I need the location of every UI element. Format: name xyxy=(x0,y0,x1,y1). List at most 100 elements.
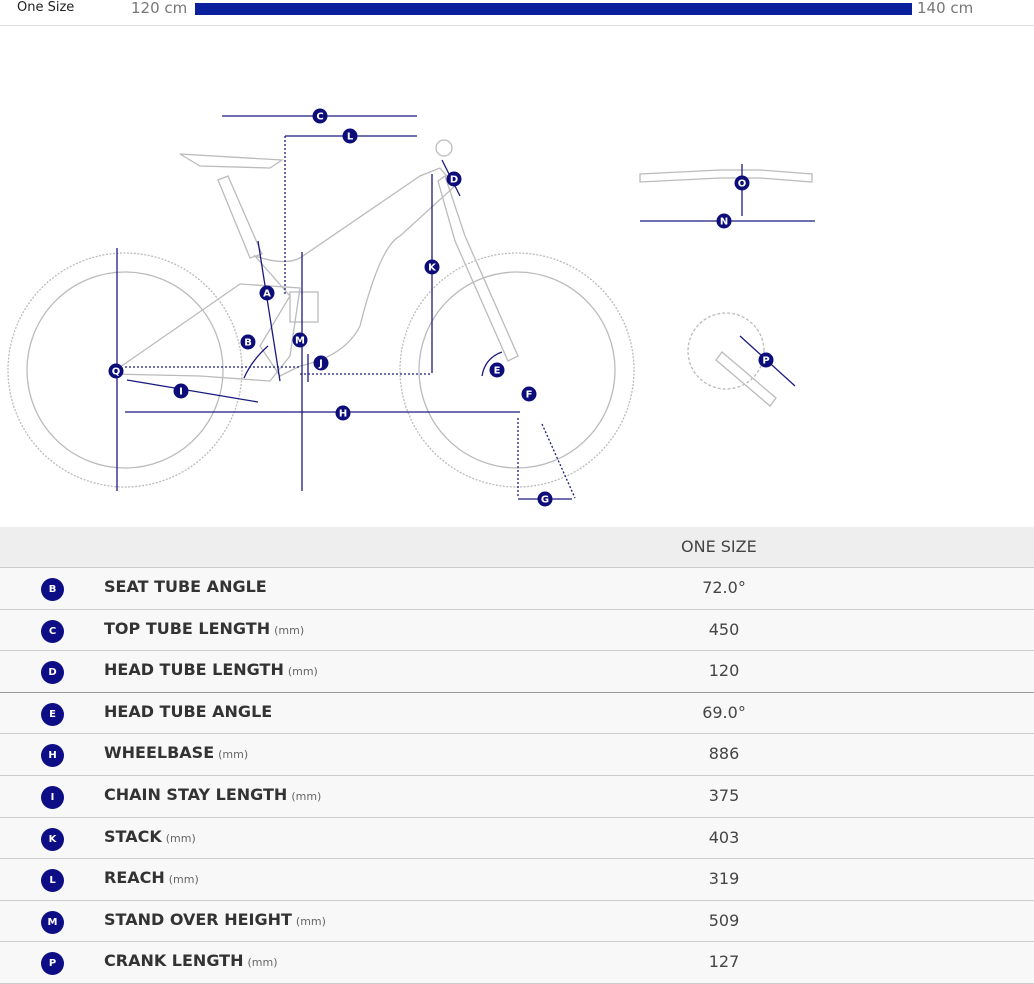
marker-letter: G xyxy=(541,495,549,506)
marker-circle xyxy=(335,405,351,421)
table-row: C TOP TUBE LENGTH (mm) 450 xyxy=(0,609,1034,652)
saddle xyxy=(179,153,284,169)
marker-e: E xyxy=(489,362,505,378)
chainring xyxy=(687,312,765,390)
rear-tire xyxy=(7,252,243,488)
marker-circle xyxy=(489,362,505,378)
measurement-name: CHAIN STAY LENGTH xyxy=(104,784,288,804)
marker-circle xyxy=(716,213,732,229)
marker-q: Q xyxy=(108,363,124,379)
table-row: P CRANK LENGTH (mm) 127 xyxy=(0,942,1034,984)
marker-k: K xyxy=(424,259,440,275)
marker-i: I xyxy=(173,383,189,399)
letter-badge: I xyxy=(41,785,64,809)
measurement-label: HEAD TUBE ANGLE xyxy=(104,702,276,721)
marker-o: O xyxy=(734,175,750,191)
measurement-name: HEAD TUBE LENGTH xyxy=(104,660,284,680)
measurement-unit: (mm) xyxy=(168,873,199,887)
marker-letter: K xyxy=(428,263,437,274)
measurement-unit: (mm) xyxy=(165,831,196,845)
marker-circle xyxy=(173,383,189,399)
marker-circle xyxy=(537,491,553,507)
marker-circle xyxy=(424,259,440,275)
letter-badge: M xyxy=(41,910,64,934)
size-range-fill xyxy=(195,3,912,15)
letter-badge: E xyxy=(41,702,64,726)
marker-n: N xyxy=(716,213,732,229)
crank-arm xyxy=(715,351,777,407)
measurement-label: HEAD TUBE LENGTH (mm) xyxy=(104,660,318,679)
table-row: E HEAD TUBE ANGLE 69.0° xyxy=(0,692,1034,735)
letter-badge: C xyxy=(41,619,64,643)
seatpost xyxy=(217,175,263,259)
measurement-label: WHEELBASE (mm) xyxy=(104,743,248,762)
marker-circle xyxy=(758,352,774,368)
marker-h: H xyxy=(335,405,351,421)
measurement-name: STACK xyxy=(104,826,162,846)
marker-circle xyxy=(734,175,750,191)
marker-circle xyxy=(108,363,124,379)
measurement-label: TOP TUBE LENGTH (mm) xyxy=(104,619,304,638)
measurement-label: REACH (mm) xyxy=(104,868,199,887)
bike-drawing xyxy=(7,139,813,488)
marker-circle xyxy=(312,108,328,124)
measurement-value: 69.0° xyxy=(702,702,746,722)
measurement-value: 127 xyxy=(708,952,740,972)
measurement-label: STAND OVER HEIGHT (mm) xyxy=(104,910,326,929)
measurement-name: CRANK LENGTH xyxy=(104,951,244,971)
marker-letter: E xyxy=(494,366,501,377)
fork xyxy=(437,174,519,362)
column-header-one-size: ONE SIZE xyxy=(681,537,757,556)
size-max-label: 140 cm xyxy=(917,0,974,17)
table-row: B SEAT TUBE ANGLE 72.0° xyxy=(0,568,1034,610)
measurement-unit: (mm) xyxy=(295,914,326,928)
marker-circle xyxy=(259,285,275,301)
measurement-value: 403 xyxy=(708,827,740,847)
table-row: K STACK (mm) 403 xyxy=(0,817,1034,860)
table-row: H WHEELBASE (mm) 886 xyxy=(0,734,1034,776)
marker-circle xyxy=(240,334,256,350)
front-rim xyxy=(418,271,616,469)
measurement-value: 319 xyxy=(708,869,740,889)
marker-letter: M xyxy=(295,336,305,347)
marker-j: J xyxy=(313,355,329,371)
stem xyxy=(435,139,453,157)
size-min-label: 120 cm xyxy=(131,0,188,17)
marker-letter: Q xyxy=(112,367,121,378)
measurement-unit: (mm) xyxy=(291,789,322,803)
size-name: One Size xyxy=(17,0,75,15)
marker-letter: I xyxy=(179,387,183,398)
marker-d: D xyxy=(446,171,462,187)
letter-badge: P xyxy=(41,952,64,976)
marker-letter: P xyxy=(762,356,769,367)
marker-letter: L xyxy=(347,132,354,143)
measurement-value: 450 xyxy=(708,619,740,639)
marker-b: B xyxy=(240,334,256,350)
size-range-bar: One Size 120 cm 140 cm xyxy=(0,0,1034,26)
marker-letter: A xyxy=(263,289,271,300)
marker-letter: F xyxy=(526,390,533,401)
marker-letter: H xyxy=(339,409,347,420)
marker-circle xyxy=(446,171,462,187)
measurement-value: 72.0° xyxy=(702,578,746,597)
geometry-diagram: A B C D E F G H I J K L M N O P Q xyxy=(7,108,815,507)
measurement-unit: (mm) xyxy=(218,748,249,762)
marker-letter: D xyxy=(450,175,458,186)
letter-badge: B xyxy=(41,578,64,601)
dimension-lines xyxy=(116,115,815,500)
marker-g: G xyxy=(537,491,553,507)
marker-letter: O xyxy=(738,179,747,190)
measurement-name: TOP TUBE LENGTH xyxy=(104,618,271,638)
table-row: D HEAD TUBE LENGTH (mm) 120 xyxy=(0,651,1034,693)
size-range-track xyxy=(195,3,912,15)
marker-letter: N xyxy=(720,217,728,228)
marker-f: F xyxy=(521,386,537,402)
measurement-name: SEAT TUBE ANGLE xyxy=(104,577,267,596)
marker-c: C xyxy=(312,108,328,124)
letter-badge: H xyxy=(41,744,64,768)
measurement-label: CRANK LENGTH (mm) xyxy=(104,951,278,970)
measurement-name: STAND OVER HEIGHT xyxy=(104,909,292,929)
marker-p: P xyxy=(758,352,774,368)
measurement-name: HEAD TUBE ANGLE xyxy=(104,701,273,721)
marker-l: L xyxy=(342,128,358,144)
